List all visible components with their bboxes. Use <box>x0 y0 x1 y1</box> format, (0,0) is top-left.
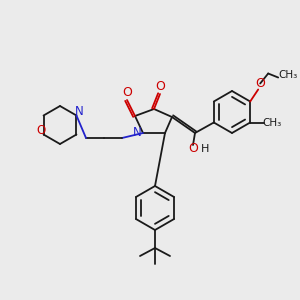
Text: O: O <box>255 77 265 90</box>
Text: O: O <box>122 86 132 100</box>
Text: O: O <box>188 142 198 155</box>
Text: CH₃: CH₃ <box>262 118 282 128</box>
Text: CH₃: CH₃ <box>279 70 298 80</box>
Text: O: O <box>36 124 45 137</box>
Text: N: N <box>133 127 141 140</box>
Text: N: N <box>75 105 84 118</box>
Text: O: O <box>155 80 165 94</box>
Text: H: H <box>201 144 209 154</box>
